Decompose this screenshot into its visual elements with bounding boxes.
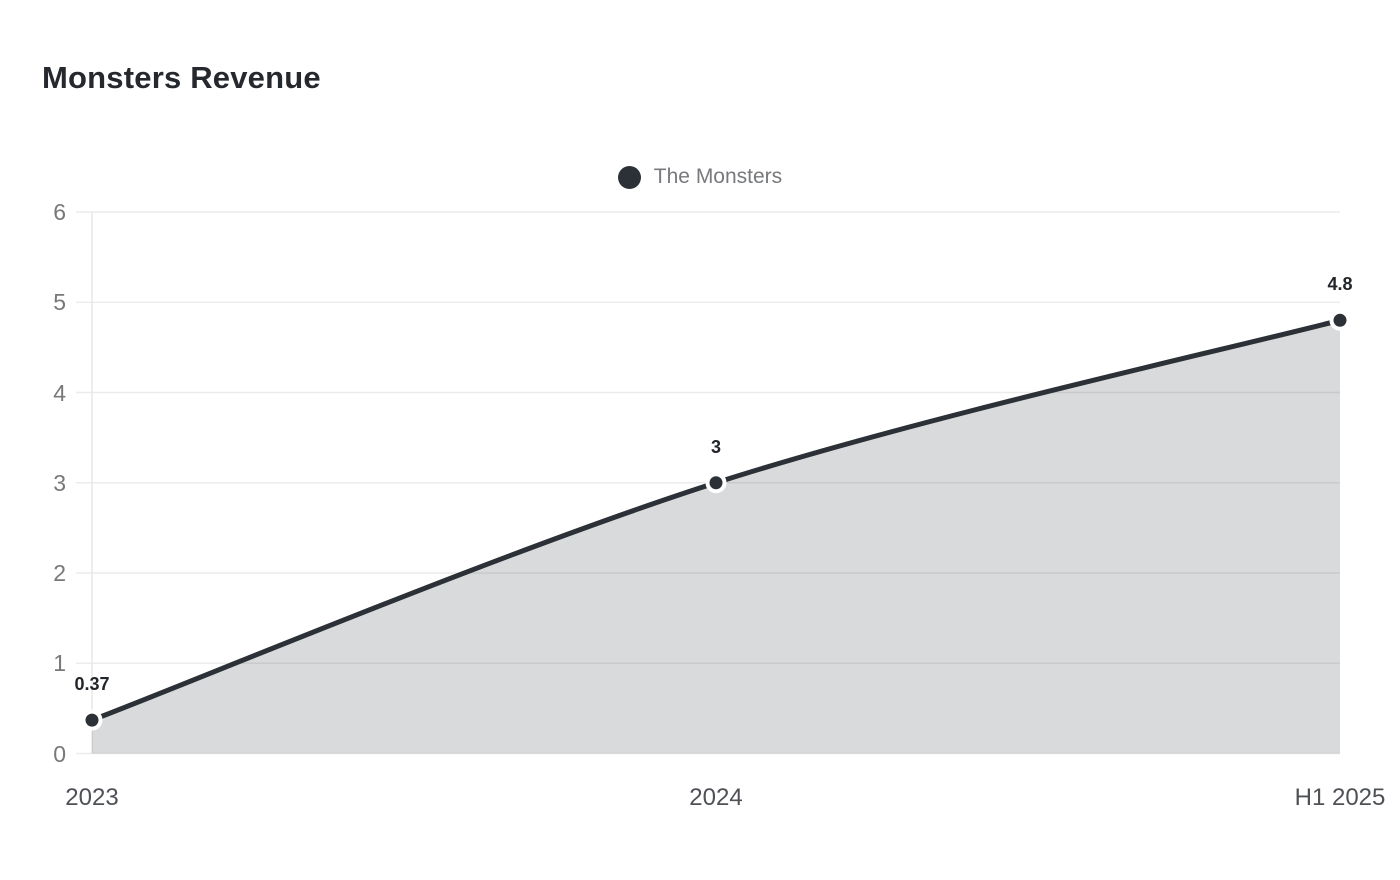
data-point-marker-H1 2025[interactable]	[1329, 309, 1351, 331]
legend-item-the-monsters[interactable]: The Monsters	[617, 165, 783, 189]
legend-series-marker-icon	[617, 165, 641, 189]
data-point-marker-2023[interactable]	[81, 709, 103, 731]
data-point-marker-2024[interactable]	[705, 472, 727, 494]
series-area-fill	[92, 320, 1340, 754]
chart-title: Monsters Revenue	[42, 60, 321, 95]
legend: The Monsters	[0, 165, 1400, 189]
legend-item-label: The Monsters	[653, 165, 783, 188]
